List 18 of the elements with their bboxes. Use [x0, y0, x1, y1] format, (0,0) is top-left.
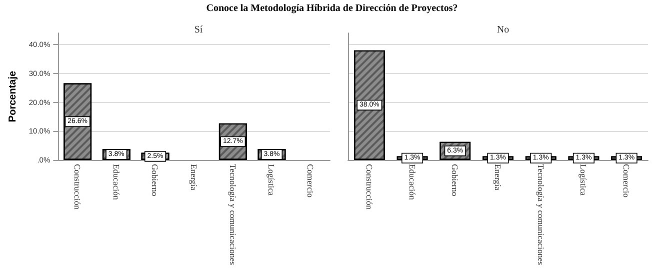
x-tick-label: Energía: [493, 164, 503, 191]
chart-subtitle: Sí: [194, 24, 203, 36]
x-tick-label: Construcción: [364, 164, 374, 210]
x-tick-label: Comercio: [306, 164, 316, 198]
x-tick-label: Educación: [407, 164, 418, 201]
x-tick-label: Construcción: [72, 164, 83, 210]
x-tick-label: Educación: [111, 164, 122, 201]
x-tick-label: Gobierno: [450, 164, 460, 196]
x-tick-label: Comercio: [622, 164, 632, 198]
x-tick-label: Gobierno: [150, 164, 160, 196]
chart-subtitle: No: [496, 24, 510, 36]
x-tick-label: Logística: [266, 164, 277, 196]
x-tick-label: Energía: [189, 164, 200, 191]
x-tick-label: Tecnología y comunicaciones: [228, 164, 238, 265]
y-axis-title: Porcentaje: [8, 70, 18, 122]
x-tick-label: Logística: [578, 164, 589, 196]
chart-title: Conoce la Metodología Híbrida de Dirección de Proyectos?: [205, 3, 459, 14]
x-tick-label: Tecnología y comunicaciones: [536, 164, 546, 265]
